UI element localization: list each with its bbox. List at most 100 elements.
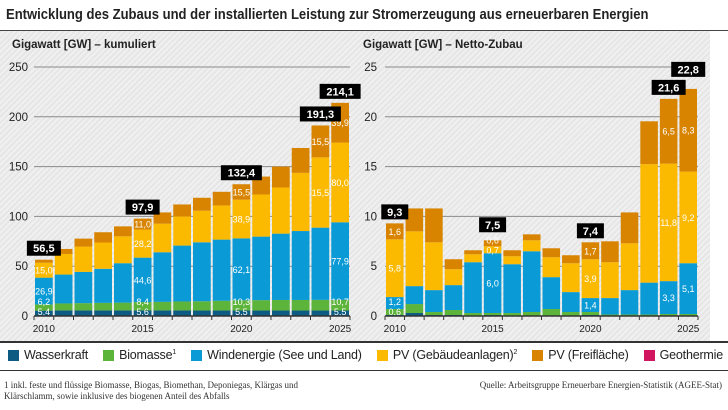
bar-segment-wasser-2023 [291,310,310,316]
chart-title: Gigawatt [GW] – Netto-Zubau [363,39,523,51]
bar-segment-wasser-2016 [153,310,172,316]
bar-segment-wasser-2018 [193,310,211,316]
x-tick-label: 2020 [579,324,602,335]
bar-segment-wind-2010 [35,277,53,305]
bar-segment-wind-2018 [542,277,561,310]
bar-segment-wind-2014 [464,262,482,314]
y-tick-label: 50 [15,261,28,273]
bar-segment-pvg-2014 [114,236,132,264]
data-label-pvf: 6,5 [662,127,675,137]
bar-segment-bio-2016 [153,301,172,311]
bar-segment-pvf-2013 [444,259,463,270]
bar-segment-wind-2012 [74,271,93,304]
bar-segment-wasser-2014 [114,310,132,316]
bar-segment-bio-2014 [114,302,132,311]
total-label: 7,5 [485,220,500,232]
bar-segment-bio-2017 [173,301,191,311]
data-label-pvg: 15,0 [35,266,53,276]
bar-segment-wind-2011 [54,274,73,304]
legend-label: PV (Freifläche) [548,348,629,362]
legend-item-wind: Windenergie (See und Land) [191,348,362,362]
legend-item-pvf: PV (Freifläche) [532,348,629,362]
bar-segment-wind-2011 [405,286,424,305]
bar-segment-pvg-2019 [212,205,231,240]
bar-segment-wasser-2011 [54,310,73,316]
legend-swatch-bio [103,349,115,361]
data-label-pvg: 5,8 [389,264,402,274]
bar-segment-wasser-2012 [74,310,93,316]
data-label-pvf: 15,5 [233,187,251,197]
bar-segment-pvg-2025 [679,171,697,264]
bar-segment-pvg-2025 [331,142,349,223]
legend-label: Windenergie (See und Land) [207,348,362,362]
footnote: 1 inkl. feste und flüssige Biomasse, Bio… [4,380,299,401]
bar-segment-pvg-2024 [311,157,330,228]
bar-segment-wind-2012 [425,290,443,313]
total-label-box [381,204,409,220]
bar-segment-pvg-2021 [601,262,619,299]
bar-segment-pvf-2024 [311,125,330,158]
bar-segment-pvg-2014 [464,254,482,263]
bar-segment-pvf-2010 [35,259,53,263]
bar-segment-wind-2014 [114,263,132,303]
bar-segment-wind-2025 [679,263,697,315]
total-label-box [220,165,262,181]
page-title: Entwicklung des Zubaus und der installie… [6,7,649,23]
data-label-wasser: 5,6 [136,307,149,317]
data-label-bio: 8,4 [136,297,149,307]
divider [0,370,728,371]
legend-swatch-geo [643,349,655,361]
bar-segment-pvg-2017 [173,216,191,246]
data-label-pvf: 8,3 [682,126,695,136]
bar-segment-bio-2021 [601,314,619,316]
legend-label: Geothermie [659,348,724,362]
bar-segment-wind-2013 [94,268,112,303]
total-label: 9,3 [387,207,402,219]
data-label-wind: 1,2 [389,297,402,307]
bar-segment-pvg-2010 [35,262,53,278]
bar-segment-pvf-2023 [291,147,310,173]
bar-segment-pvf-2018 [193,197,211,211]
bar-segment-bio-2021 [252,300,270,311]
total-label-box [26,240,61,256]
total-label-box [299,106,341,122]
y-tick-label: 25 [364,62,377,74]
x-tick-label: 2010 [33,324,56,335]
bar-segment-bio-2015 [133,302,152,311]
bar-segment-pvg-2011 [54,253,73,275]
bar-segment-pvg-2015 [483,246,502,254]
bar-segment-pvg-2011 [405,231,424,287]
data-label-wasser: 5,4 [38,307,51,317]
bar-segment-pvg-2018 [542,257,561,278]
bar-segment-wind-2023 [640,282,658,315]
bar-segment-pvg-2021 [252,194,270,237]
data-label-bio: 10,7 [331,297,349,307]
bar-segment-bio-2013 [444,310,463,316]
total-label-box [125,199,160,215]
bar-segment-wind-2023 [291,231,310,300]
bar-segment-wasser-2022 [272,310,290,316]
legend-label: Wasserkraft [24,348,89,362]
bar-segment-wasser-2024 [311,310,330,316]
bar-segment-pvg-2016 [153,223,172,253]
bar-segment-pvf-2013 [94,232,112,243]
data-label-pvg: 9,2 [682,213,695,223]
data-label-bio: 10,3 [233,297,251,307]
bar-segment-pvf-2015 [483,240,502,247]
total-label: 214,1 [326,86,354,98]
y-tick-label: 5 [371,261,377,273]
bar-segment-pvf-2014 [114,226,132,237]
bar-segment-bio-2024 [659,314,678,316]
bar-segment-pvf-2019 [212,191,231,206]
data-label-bio: 0,6 [389,307,402,317]
bar-segment-wind-2010 [386,297,404,310]
bar-segment-pvg-2017 [522,240,541,252]
bar-segment-pvf-2014 [464,250,482,255]
bar-segment-pvg-2023 [291,172,310,232]
legend-item-bio: Biomasse1 [103,348,176,362]
bar-segment-bio-2025 [679,314,697,316]
data-label-wasser: 5,5 [235,307,248,317]
data-label-pvf: 39,9 [331,118,349,128]
bar-segment-pvf-2020 [232,184,251,200]
x-tick-label: 2010 [384,324,407,335]
